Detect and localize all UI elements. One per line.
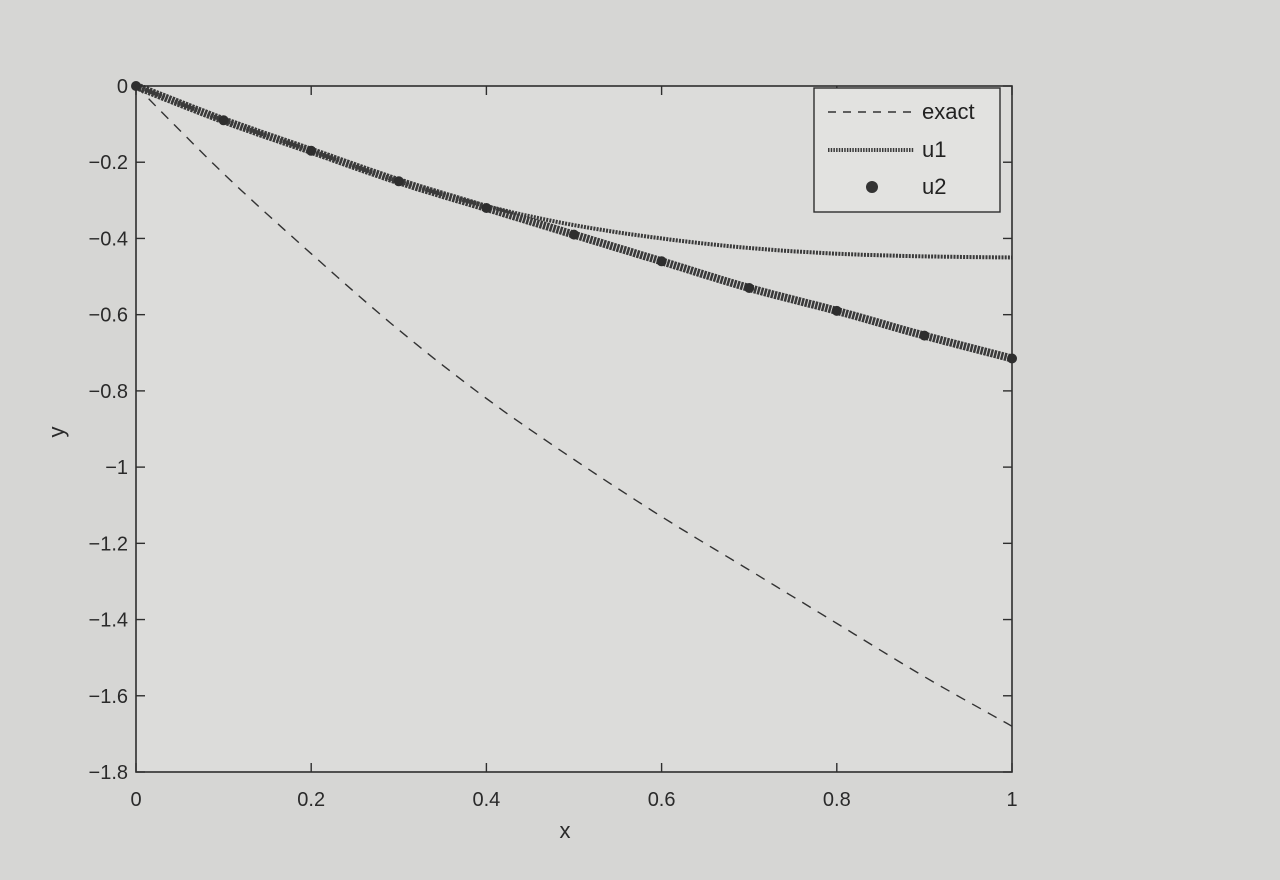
series-point-u2 <box>481 203 492 213</box>
y-tick-label: −0.2 <box>89 152 128 174</box>
series-layer <box>131 81 1017 727</box>
series-point-u2 <box>569 229 579 240</box>
series-point-u2 <box>919 330 930 341</box>
x-tick-label: 0.4 <box>472 789 500 811</box>
ticks-layer: 0 0.2 0.4 0.6 0.8 1 0 −0.2 −0.4 −0.6 −0.8 −1 −1.2 −1.… <box>89 76 1018 811</box>
y-tick-label: −1.6 <box>89 686 128 708</box>
y-tick-label: −0.4 <box>89 228 128 250</box>
x-tick-label: 0.8 <box>823 789 851 811</box>
legend: exact u1 u2 <box>813 87 1001 213</box>
y-tick-label: −0.8 <box>89 381 128 403</box>
y-tick-label: −1.8 <box>89 762 128 784</box>
y-tick-label: 0 <box>117 76 128 98</box>
y-tick-label: −1.2 <box>89 533 128 555</box>
series-point-u2 <box>393 176 404 187</box>
x-tick-label: 1 <box>1006 789 1017 811</box>
y-tick-label: −1.4 <box>89 610 128 632</box>
series-point-u2 <box>306 145 317 156</box>
y-tick-label: −0.6 <box>89 305 128 327</box>
x-tick-label: 0 <box>130 789 141 811</box>
series-point-u2 <box>831 305 842 316</box>
series-exact <box>135 85 1013 727</box>
series-point-u2 <box>218 115 229 126</box>
y-tick-label: −1 <box>105 457 128 479</box>
x-tick-label: 0.6 <box>648 789 676 811</box>
x-axis-label: x <box>560 818 571 843</box>
series-u2 <box>131 81 1017 364</box>
legend-label-exact: exact <box>922 99 975 124</box>
series-line-exact <box>135 85 1013 727</box>
series-point-u2 <box>744 283 755 293</box>
legend-swatch-u2 <box>866 181 878 193</box>
series-point-u2 <box>656 256 667 267</box>
x-tick-label: 0.2 <box>297 789 325 811</box>
y-axis-label: y <box>44 427 69 438</box>
plot-frame <box>135 85 1013 773</box>
legend-label-u1: u1 <box>922 137 946 162</box>
legend-label-u2: u2 <box>922 174 946 199</box>
